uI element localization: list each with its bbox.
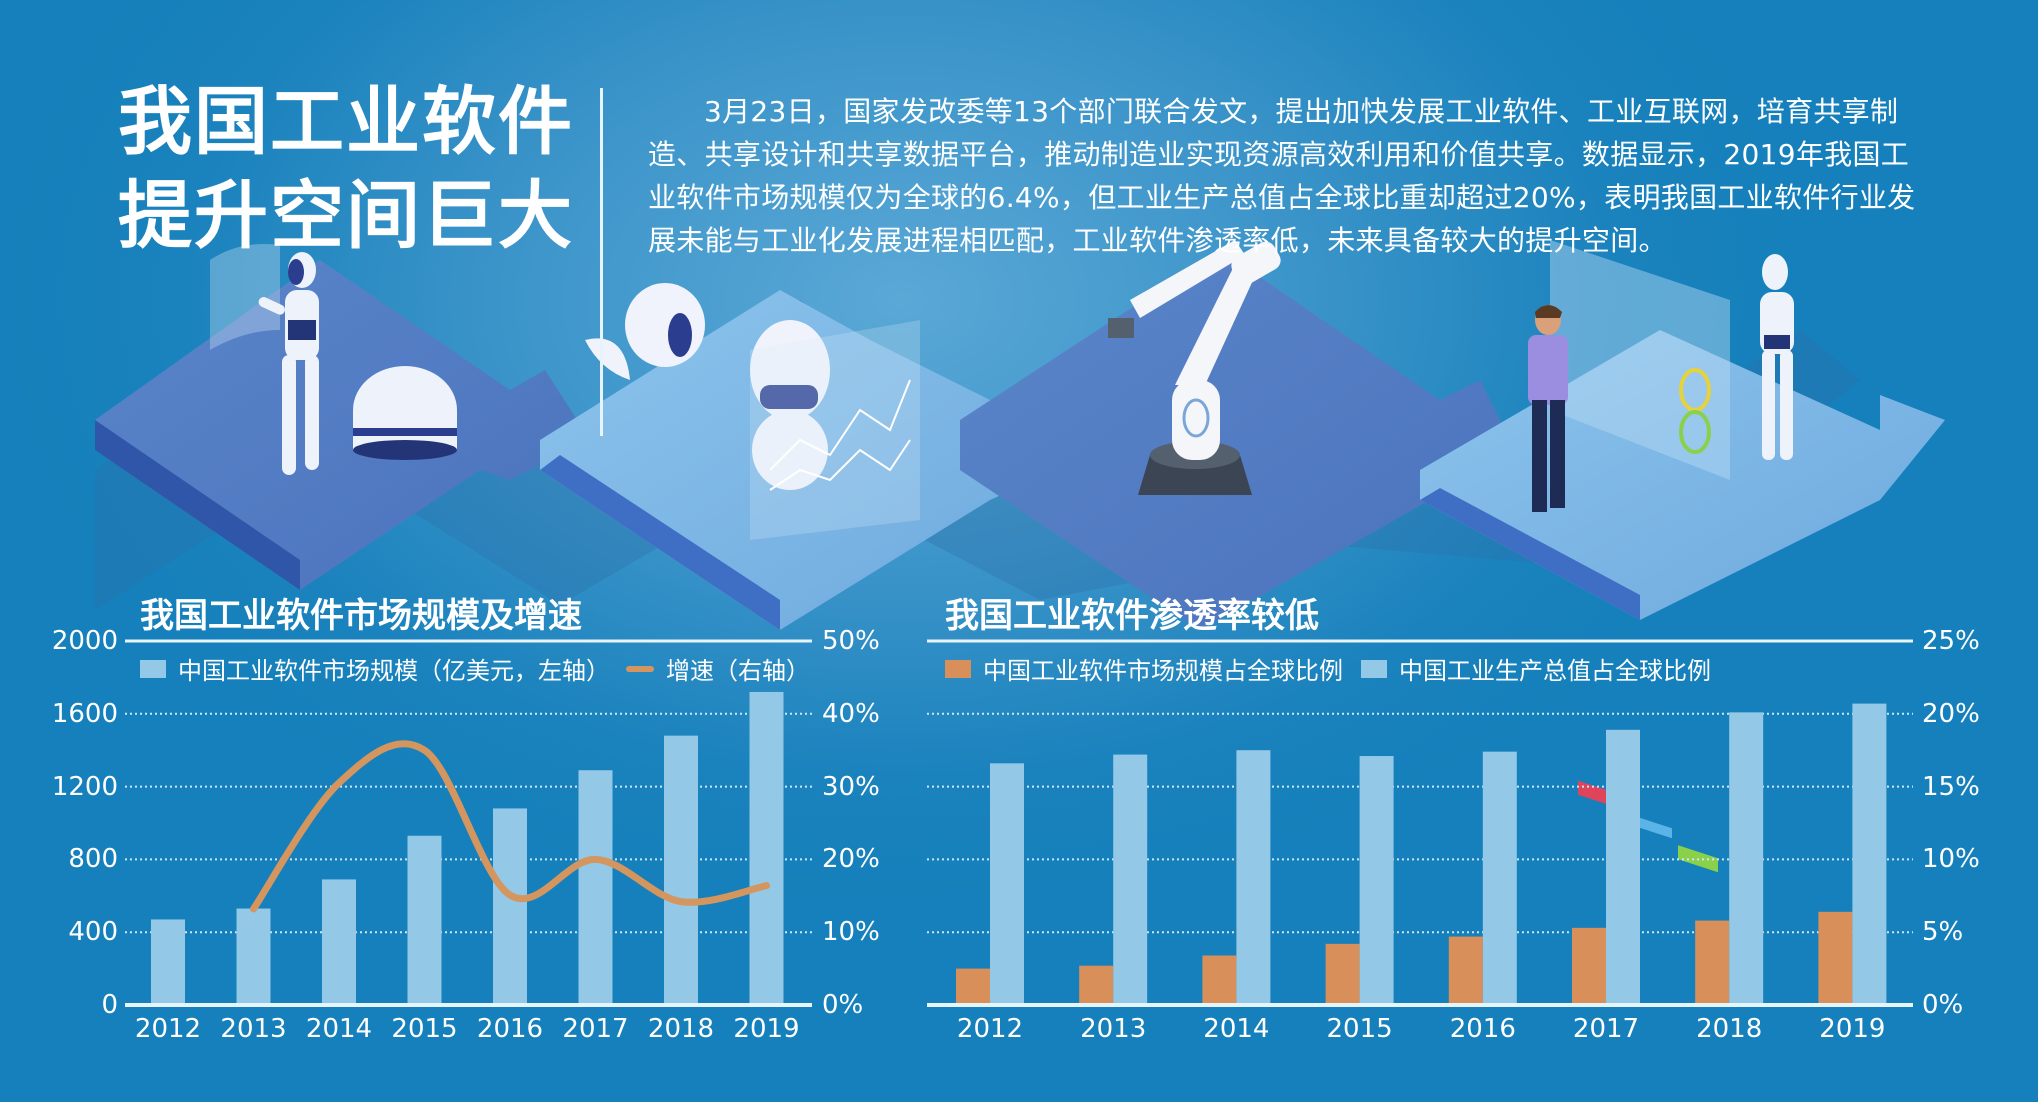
x-tick: 2013 (1080, 1014, 1147, 1044)
x-tick: 2014 (305, 1014, 373, 1044)
legend-light-label: 中国工业生产总值占全球比例 (1399, 657, 1711, 685)
hologram-chart-icon (210, 244, 280, 350)
bar-software-share (1202, 955, 1237, 1005)
y-tick-right: 20% (1922, 698, 1980, 729)
y-tick-right: 10% (822, 917, 880, 948)
floating-robot-icon (585, 283, 705, 380)
bar-software-share (956, 968, 990, 1005)
bar-software-share (1079, 965, 1114, 1005)
y-tick-right: 20% (822, 844, 880, 875)
x-tick: 2014 (1203, 1014, 1270, 1044)
x-tick: 2015 (1326, 1014, 1393, 1044)
x-tick: 2017 (562, 1014, 629, 1044)
bar-market-size (407, 835, 442, 1005)
y-tick-left: 0 (101, 990, 118, 1020)
left-chart-legend: 中国工业软件市场规模（亿美元，左轴） 增速（右轴） (140, 651, 810, 686)
bar-software-share (1572, 927, 1606, 1005)
bar-software-share (1325, 943, 1360, 1005)
y-tick-left: 800 (68, 844, 118, 875)
dome-robot-icon (353, 366, 457, 460)
x-tick: 2018 (1696, 1014, 1763, 1044)
dashboard-screen-icon (1550, 240, 1730, 873)
x-tick: 2013 (220, 1014, 287, 1044)
y-tick-left: 1200 (51, 771, 118, 802)
y-tick-right: 5% (1922, 917, 1964, 948)
bar-software-share (1448, 936, 1483, 1005)
page-title-line1: 我国工业软件 (118, 79, 574, 165)
humanoid-robot-icon (258, 252, 319, 475)
page-title-line2: 提升空间巨大 (118, 173, 574, 259)
humanoid-robot-2-icon (1760, 254, 1794, 460)
x-tick: 2012 (956, 1014, 1024, 1044)
y-tick-right: 50% (822, 626, 880, 656)
y-tick-right: 30% (822, 771, 880, 802)
x-tick: 2016 (476, 1014, 544, 1044)
bar-output-share (1482, 751, 1517, 1005)
bar-output-share (1359, 756, 1394, 1005)
bar-market-size (322, 879, 356, 1005)
bar-market-size (236, 908, 271, 1005)
right-chart-title: 我国工业软件渗透率较低 (945, 596, 1319, 636)
robot-arm-icon (1108, 240, 1281, 495)
bar-software-share (1695, 920, 1730, 1005)
y-tick-right: 25% (1922, 626, 1980, 656)
x-tick: 2017 (1572, 1014, 1640, 1044)
legend-line-swatch (626, 665, 654, 672)
x-tick: 2016 (1449, 1014, 1516, 1044)
y-tick-right: 10% (1922, 844, 1980, 875)
growth-rate-line (250, 740, 770, 913)
x-tick: 2012 (134, 1014, 202, 1044)
arrow-platform-2-edge (540, 455, 780, 630)
bar-market-size (749, 691, 784, 1005)
y-tick-left: 400 (68, 917, 118, 948)
x-tick: 2019 (733, 1014, 800, 1044)
legend-line-label: 增速（右轴） (666, 657, 810, 685)
bar-market-size (493, 808, 527, 1005)
legend-bar-swatch (140, 659, 166, 678)
y-tick-right: 15% (1922, 771, 1980, 802)
legend-bar-label: 中国工业软件市场规模（亿美元，左轴） (178, 657, 610, 685)
bar-output-share (1606, 729, 1640, 1005)
arrow-platform-4-edge (1420, 488, 1640, 620)
y-tick-right: 0% (822, 990, 864, 1020)
engineer-person-icon (1528, 305, 1568, 512)
title-divider (600, 88, 603, 436)
legend-light-swatch (1361, 659, 1387, 678)
bar-output-share (1113, 754, 1148, 1005)
bar-market-size (664, 735, 698, 1005)
arrow-platform-3 (960, 250, 1520, 630)
right-chart-legend: 中国工业软件市场规模占全球比例 中国工业生产总值占全球比例 (945, 651, 1711, 686)
bar-output-share (1236, 750, 1271, 1005)
bar-market-size (151, 919, 185, 1005)
bar-software-share (1818, 911, 1853, 1005)
y-tick-left: 2000 (51, 626, 118, 656)
x-tick: 2015 (391, 1014, 458, 1044)
bar-output-share (990, 763, 1024, 1005)
y-tick-left: 1600 (51, 698, 118, 729)
x-tick: 2019 (1819, 1014, 1886, 1044)
legend-orange-label: 中国工业软件市场规模占全球比例 (983, 657, 1343, 685)
service-robot-icon (750, 320, 920, 540)
y-tick-right: 40% (822, 698, 880, 729)
arrow-platform-1-edge (95, 420, 300, 590)
bar-output-share (1852, 703, 1887, 1005)
intro-paragraph: 3月23日，国家发改委等13个部门联合发文，提出加快发展工业软件、工业互联网，培… (648, 95, 1916, 257)
legend-orange-swatch (945, 659, 971, 678)
bar-market-size (578, 770, 613, 1005)
bar-output-share (1729, 712, 1764, 1005)
x-tick: 2018 (647, 1014, 715, 1044)
left-chart-title: 我国工业软件市场规模及增速 (140, 596, 582, 636)
y-tick-right: 0% (1922, 990, 1964, 1020)
